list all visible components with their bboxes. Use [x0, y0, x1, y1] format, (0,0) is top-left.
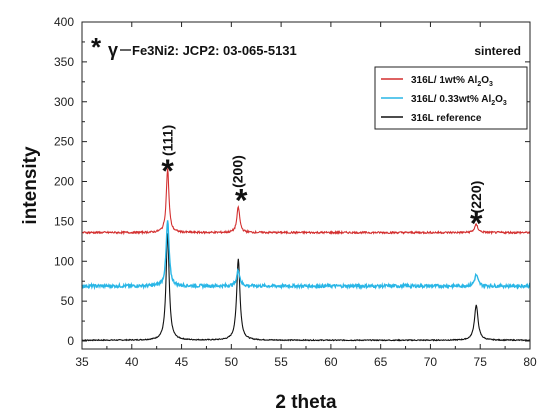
legend-text-part: 316L reference: [411, 113, 482, 124]
legend-text-part: O: [495, 94, 503, 105]
y-tick-label: 350: [54, 55, 74, 69]
legend-text-part: 3: [489, 81, 493, 88]
annotation-gamma: γ: [108, 40, 118, 60]
y-tick-label: 300: [54, 95, 74, 109]
y-tick-label: 150: [54, 214, 74, 228]
legend-text-part: 316L/ 0.33wt% Al: [411, 94, 491, 105]
x-tick-label: 45: [175, 355, 189, 369]
x-tick-label: 75: [474, 355, 488, 369]
y-tick-label: 50: [61, 294, 75, 308]
legend-text-part: 3: [503, 100, 507, 107]
x-tick-label: 80: [523, 355, 537, 369]
legend-text-part: 2: [477, 81, 481, 88]
legend-entry-1: 316L/ 0.33wt% Al2O3: [411, 94, 507, 107]
condition-label: sintered: [474, 44, 521, 58]
peak-marker-0: *: [161, 153, 174, 189]
x-tick-label: 65: [374, 355, 388, 369]
y-tick-label: 250: [54, 135, 74, 149]
x-axis-title: 2 theta: [275, 392, 337, 413]
legend-entry-0: 316L/ 1wt% Al2O3: [411, 75, 493, 88]
x-tick-label: 70: [424, 355, 438, 369]
annotation-text: Fe3Ni2: JCP2: 03-065-5131: [132, 43, 297, 58]
legend-entry-2: 316L reference: [411, 113, 482, 124]
peak-label-2: (220): [468, 181, 484, 214]
peak-marker-2: *: [470, 206, 483, 242]
legend-text-part: 316L/ 1wt% Al: [411, 75, 478, 86]
peak-label-0: (111): [160, 125, 176, 156]
peak-marker-1: *: [235, 182, 248, 218]
axis-layer: 35 40 45 50 55 60 65 70 75 80 0 50 100 150 200 250 300 35…: [20, 15, 537, 413]
x-tick-label: 40: [125, 355, 139, 369]
peak-label-1: (200): [229, 155, 245, 188]
x-tick-label: 55: [274, 355, 288, 369]
series-line-2: [81, 233, 531, 342]
y-tick-label: 200: [54, 175, 74, 189]
series-line-1: [81, 220, 531, 291]
y-tick-label: 100: [54, 254, 74, 268]
x-tick-label: 60: [324, 355, 338, 369]
y-axis-title: intensity: [20, 146, 41, 225]
series-line-0: [81, 168, 531, 236]
x-tick-label: 35: [75, 355, 89, 369]
text-layer: * γ Fe3Ni2: JCP2: 03-065-5131 sintered (111)…: [91, 32, 521, 242]
x-tick-label: 50: [225, 355, 239, 369]
annotation-marker: *: [91, 32, 102, 62]
y-tick-label: 400: [54, 15, 74, 29]
legend-text-part: 2: [491, 100, 495, 107]
plot-layer: [81, 168, 531, 342]
y-tick-label: 0: [67, 334, 74, 348]
legend-text-part: O: [481, 75, 489, 86]
